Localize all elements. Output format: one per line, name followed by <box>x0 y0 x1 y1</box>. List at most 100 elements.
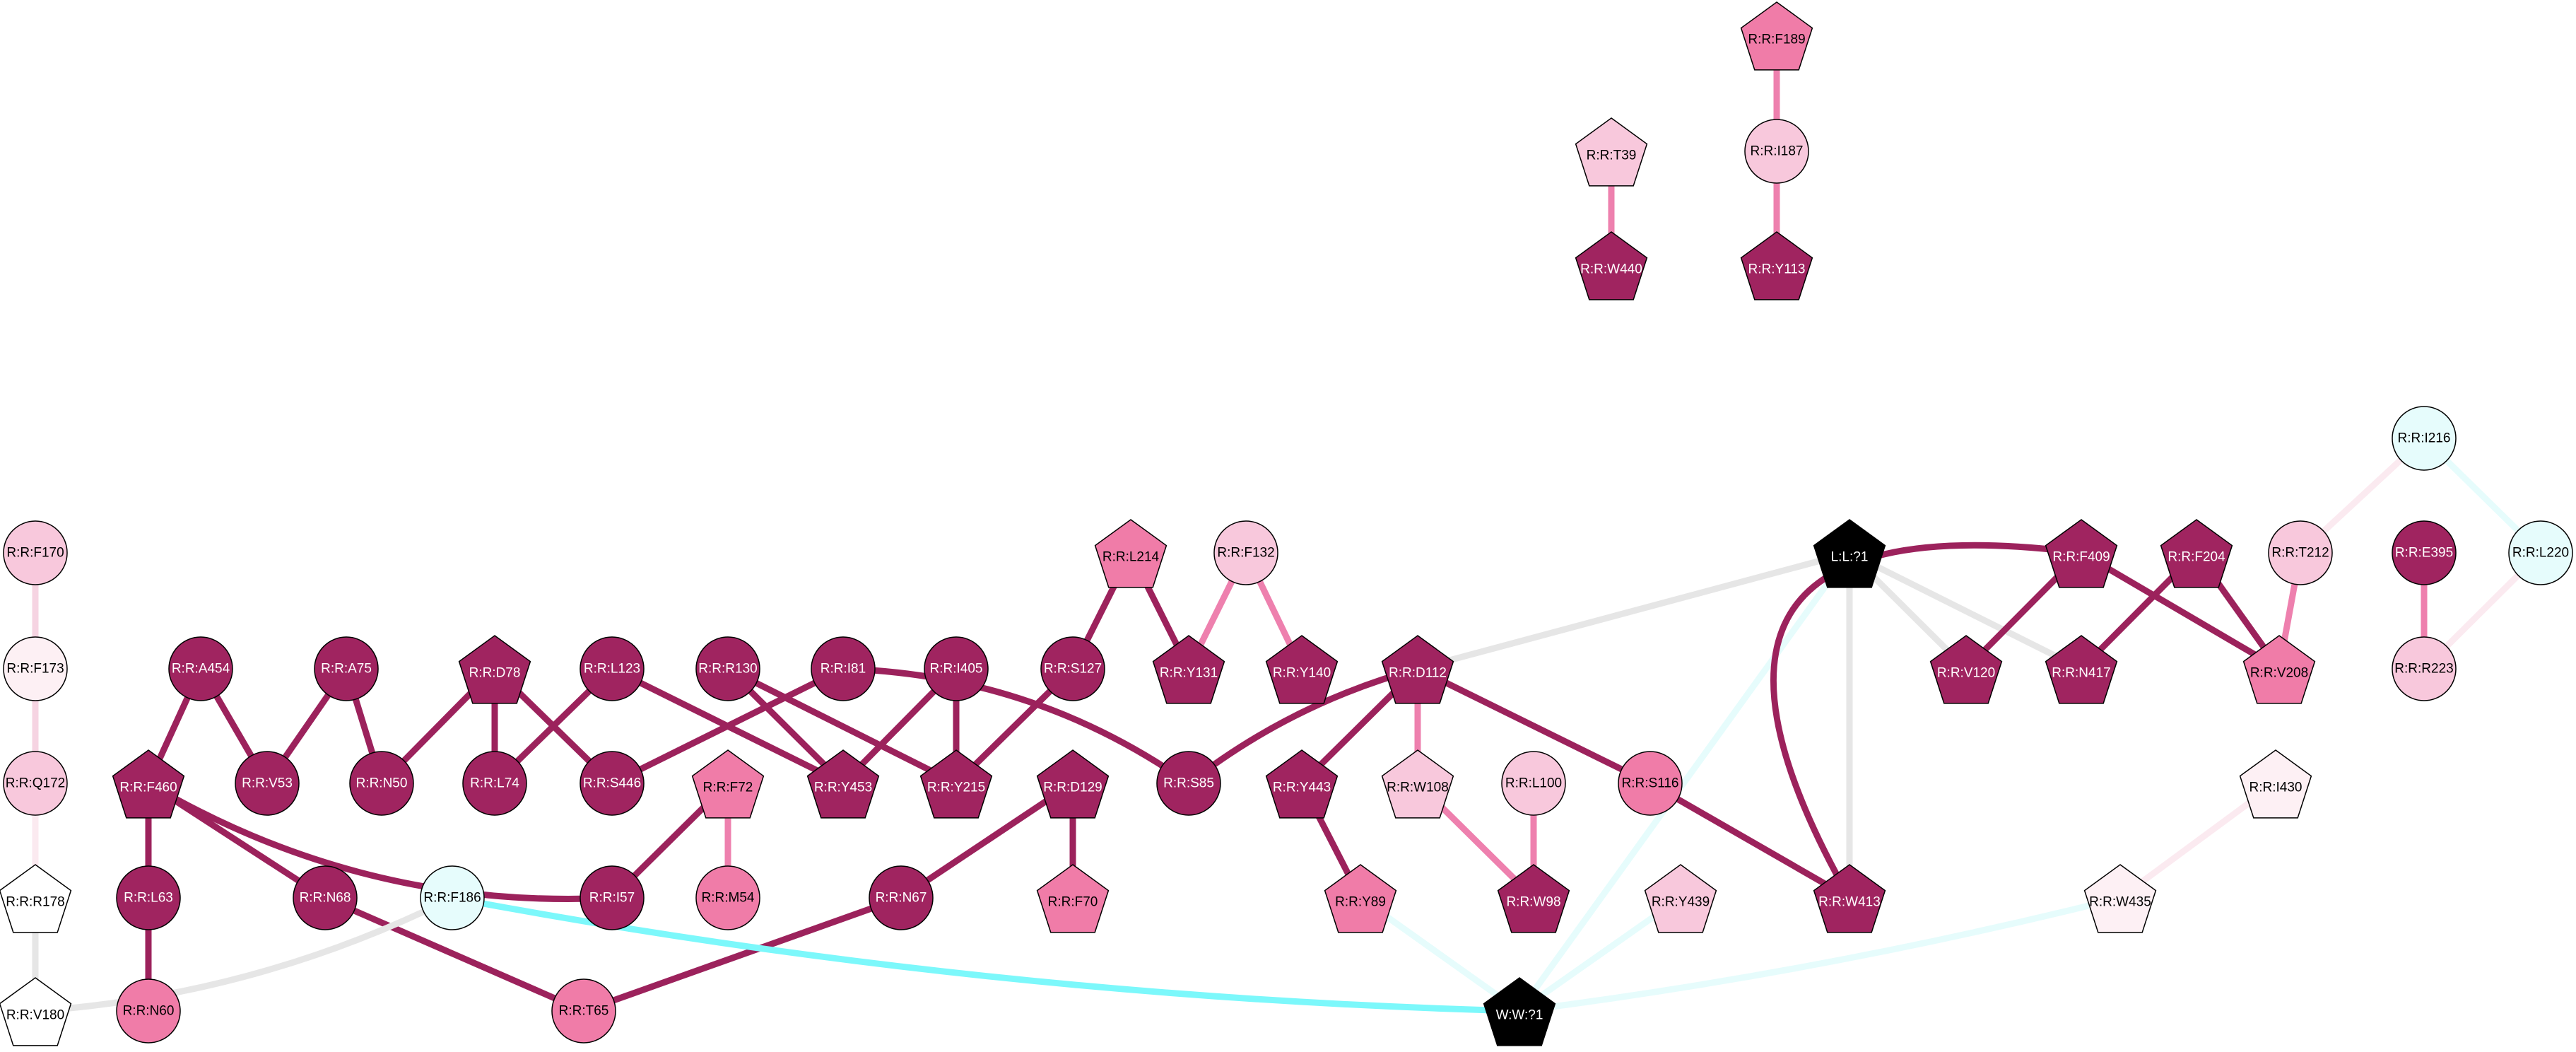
node-d112[interactable]: R:R:D112 <box>1381 635 1454 704</box>
node-r223-label: R:R:R223 <box>2394 662 2453 677</box>
node-t212[interactable]: R:R:T212 <box>2268 520 2333 585</box>
node-f170-label: R:R:F170 <box>6 546 64 561</box>
node-y443-label: R:R:Y443 <box>1273 781 1331 795</box>
node-i187[interactable]: R:R:I187 <box>1744 119 1809 184</box>
node-w413[interactable]: R:R:W413 <box>1813 864 1886 933</box>
node-d78-label: R:R:D78 <box>469 666 521 681</box>
node-f132-shape <box>1213 520 1278 585</box>
node-i81[interactable]: R:R:I81 <box>811 636 876 701</box>
node-w440[interactable]: R:R:W440 <box>1575 231 1648 300</box>
node-n68[interactable]: R:R:N68 <box>293 865 358 930</box>
node-f70[interactable]: R:R:F70 <box>1036 864 1110 933</box>
node-v53-shape <box>235 751 300 816</box>
node-f173[interactable]: R:R:F173 <box>3 636 68 701</box>
node-f173-label: R:R:F173 <box>6 662 64 677</box>
node-l1[interactable]: L:L:?1 <box>1813 519 1886 588</box>
node-r178-shape <box>0 864 72 933</box>
node-s127-shape <box>1040 636 1105 701</box>
node-l63[interactable]: R:R:L63 <box>116 865 181 930</box>
node-s127[interactable]: R:R:S127 <box>1040 636 1105 701</box>
node-y443-shape <box>1265 749 1339 819</box>
node-f132[interactable]: R:R:F132 <box>1213 520 1278 585</box>
node-n60-shape <box>116 978 181 1044</box>
node-w1[interactable]: W:W:?1 <box>1483 977 1556 1046</box>
node-l220[interactable]: R:R:L220 <box>2508 520 2573 585</box>
node-l100-shape <box>1501 751 1566 816</box>
node-v53[interactable]: R:R:V53 <box>235 751 300 816</box>
node-d129[interactable]: R:R:D129 <box>1036 749 1110 819</box>
node-y140[interactable]: R:R:Y140 <box>1265 635 1339 704</box>
edge-f409-v208 <box>2079 550 2281 672</box>
node-i430-shape <box>2239 749 2312 819</box>
node-v208[interactable]: R:R:V208 <box>2242 635 2316 704</box>
node-f204-label: R:R:F204 <box>2168 550 2225 565</box>
node-s85-label: R:R:S85 <box>1163 776 1214 791</box>
node-f170[interactable]: R:R:F170 <box>3 520 68 585</box>
node-t65[interactable]: R:R:T65 <box>551 978 616 1044</box>
node-y443[interactable]: R:R:Y443 <box>1265 749 1339 819</box>
node-f186[interactable]: R:R:F186 <box>420 865 485 930</box>
node-f204[interactable]: R:R:F204 <box>2160 519 2233 588</box>
node-n67[interactable]: R:R:N67 <box>869 865 934 930</box>
node-y89[interactable]: R:R:Y89 <box>1324 864 1397 933</box>
node-m54-shape <box>695 865 760 930</box>
node-y453[interactable]: R:R:Y453 <box>806 749 880 819</box>
node-q172-label: R:R:Q172 <box>6 776 65 791</box>
node-y131[interactable]: R:R:Y131 <box>1152 635 1225 704</box>
node-v120[interactable]: R:R:V120 <box>1929 635 2003 704</box>
node-f409-label: R:R:F409 <box>2052 550 2110 565</box>
node-i430[interactable]: R:R:I430 <box>2239 749 2312 819</box>
node-f409[interactable]: R:R:F409 <box>2045 519 2118 588</box>
node-f72[interactable]: R:R:F72 <box>691 749 765 819</box>
node-y215[interactable]: R:R:Y215 <box>919 749 993 819</box>
node-i216[interactable]: R:R:I216 <box>2392 406 2457 471</box>
node-y439[interactable]: R:R:Y439 <box>1644 864 1717 933</box>
node-w98[interactable]: R:R:W98 <box>1497 864 1570 933</box>
node-i81-shape <box>811 636 876 701</box>
node-v180[interactable]: R:R:V180 <box>0 977 72 1046</box>
node-a454[interactable]: R:R:A454 <box>168 636 233 701</box>
node-n417[interactable]: R:R:N417 <box>2045 635 2118 704</box>
node-n67-label: R:R:N67 <box>876 891 927 906</box>
node-l123[interactable]: R:R:L123 <box>580 636 645 701</box>
node-n60[interactable]: R:R:N60 <box>116 978 181 1044</box>
node-w98-shape <box>1497 864 1570 933</box>
node-f189[interactable]: R:R:F189 <box>1740 1 1813 71</box>
node-r223[interactable]: R:R:R223 <box>2392 636 2457 701</box>
edge-n67-t65 <box>582 894 902 1015</box>
node-w435[interactable]: R:R:W435 <box>2083 864 2157 933</box>
node-n417-label: R:R:N417 <box>2052 666 2110 681</box>
node-l74[interactable]: R:R:L74 <box>462 751 527 816</box>
node-d78[interactable]: R:R:D78 <box>458 635 531 704</box>
node-d78-shape <box>458 635 531 704</box>
node-a75[interactable]: R:R:A75 <box>314 636 379 701</box>
node-t65-shape <box>551 978 616 1044</box>
node-s85[interactable]: R:R:S85 <box>1156 751 1221 816</box>
node-r178[interactable]: R:R:R178 <box>0 864 72 933</box>
node-n67-shape <box>869 865 934 930</box>
node-s116[interactable]: R:R:S116 <box>1618 751 1683 816</box>
node-f70-shape <box>1036 864 1110 933</box>
node-r178-label: R:R:R178 <box>6 895 64 910</box>
node-f460[interactable]: R:R:F460 <box>112 749 185 819</box>
node-t39[interactable]: R:R:T39 <box>1575 117 1648 187</box>
node-w108[interactable]: R:R:W108 <box>1381 749 1454 819</box>
node-n50[interactable]: R:R:N50 <box>349 751 414 816</box>
node-i405[interactable]: R:R:I405 <box>924 636 989 701</box>
node-i57[interactable]: R:R:I57 <box>580 865 645 930</box>
node-l100[interactable]: R:R:L100 <box>1501 751 1566 816</box>
node-y113[interactable]: R:R:Y113 <box>1740 231 1813 300</box>
node-m54[interactable]: R:R:M54 <box>695 865 760 930</box>
node-s127-label: R:R:S127 <box>1044 662 1102 677</box>
edge-i81-s446 <box>611 665 845 787</box>
edge-n68-t65 <box>324 894 585 1015</box>
node-q172[interactable]: R:R:Q172 <box>3 751 68 816</box>
node-s446[interactable]: R:R:S446 <box>580 751 645 816</box>
node-r130[interactable]: R:R:R130 <box>695 636 760 701</box>
node-d112-shape <box>1381 635 1454 704</box>
node-e395[interactable]: R:R:E395 <box>2392 520 2457 585</box>
node-y113-label: R:R:Y113 <box>1748 262 1806 277</box>
node-f72-label: R:R:F72 <box>703 781 753 795</box>
node-l214[interactable]: R:R:L214 <box>1094 519 1168 588</box>
node-i187-shape <box>1744 119 1809 184</box>
